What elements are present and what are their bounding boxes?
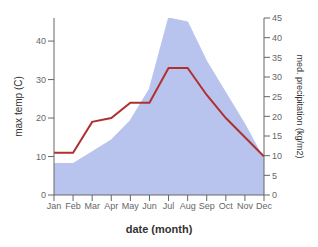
svg-text:Nov: Nov bbox=[237, 201, 254, 211]
svg-text:Jan: Jan bbox=[47, 201, 62, 211]
svg-text:Aug: Aug bbox=[180, 201, 196, 211]
svg-text:Apr: Apr bbox=[104, 201, 118, 211]
svg-text:max temp (C): max temp (C) bbox=[13, 76, 24, 137]
svg-text:35: 35 bbox=[272, 53, 282, 63]
svg-text:May: May bbox=[122, 201, 140, 211]
svg-text:date (month): date (month) bbox=[126, 223, 193, 235]
svg-text:5: 5 bbox=[272, 171, 277, 181]
svg-text:0: 0 bbox=[41, 190, 46, 200]
svg-text:30: 30 bbox=[272, 72, 282, 82]
svg-text:Dec: Dec bbox=[256, 201, 273, 211]
svg-text:40: 40 bbox=[272, 33, 282, 43]
svg-text:30: 30 bbox=[36, 75, 46, 85]
svg-text:Feb: Feb bbox=[65, 201, 81, 211]
svg-text:10: 10 bbox=[36, 152, 46, 162]
svg-text:Sep: Sep bbox=[199, 201, 215, 211]
svg-text:40: 40 bbox=[36, 36, 46, 46]
svg-text:Jul: Jul bbox=[163, 201, 175, 211]
svg-text:Jun: Jun bbox=[142, 201, 157, 211]
svg-text:0: 0 bbox=[272, 190, 277, 200]
svg-text:45: 45 bbox=[272, 13, 282, 23]
svg-text:25: 25 bbox=[272, 92, 282, 102]
svg-text:med. precipitation (kg/m2): med. precipitation (kg/m2) bbox=[295, 54, 305, 158]
svg-text:Oct: Oct bbox=[219, 201, 234, 211]
svg-text:20: 20 bbox=[36, 113, 46, 123]
svg-text:10: 10 bbox=[272, 151, 282, 161]
svg-text:20: 20 bbox=[272, 112, 282, 122]
svg-text:15: 15 bbox=[272, 131, 282, 141]
svg-text:Mar: Mar bbox=[84, 201, 100, 211]
